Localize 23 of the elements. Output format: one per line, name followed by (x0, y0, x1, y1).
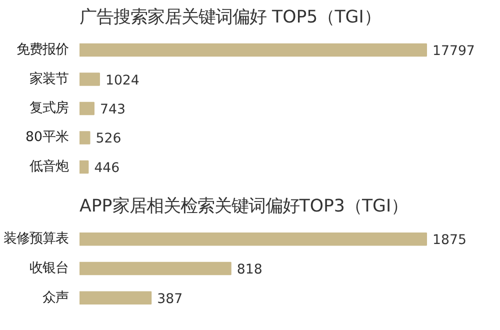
chart-title: APP家居相关检索关键词偏好TOP3（TGI） (80, 196, 408, 216)
data-label: 743 (100, 102, 126, 118)
data-label: 446 (94, 160, 120, 176)
y-tick-label: 众声 (42, 290, 68, 306)
bar (80, 72, 100, 86)
y-tick-label: 复式房 (30, 100, 68, 116)
y-tick-label: 收银台 (30, 261, 68, 276)
bar (80, 131, 90, 144)
y-tick-label: 免费报价 (16, 42, 68, 58)
y-tick-label: 低音炮 (30, 159, 68, 174)
y-tick-label: 装修预算表 (4, 232, 68, 247)
data-label: 1875 (432, 233, 466, 248)
bar (80, 160, 89, 174)
y-tick-label: 家装节 (30, 70, 68, 87)
y-tick-label: 80平米 (26, 130, 69, 146)
data-label: 526 (96, 132, 122, 147)
data-label: 387 (157, 292, 183, 307)
bar (80, 43, 428, 57)
chart-title: 广告搜索家居关键词偏好 TOP5（TGI） (80, 8, 381, 28)
bar (80, 102, 94, 116)
data-label: 17797 (432, 44, 475, 60)
data-label: 1024 (105, 73, 140, 88)
data-label: 818 (236, 262, 262, 278)
